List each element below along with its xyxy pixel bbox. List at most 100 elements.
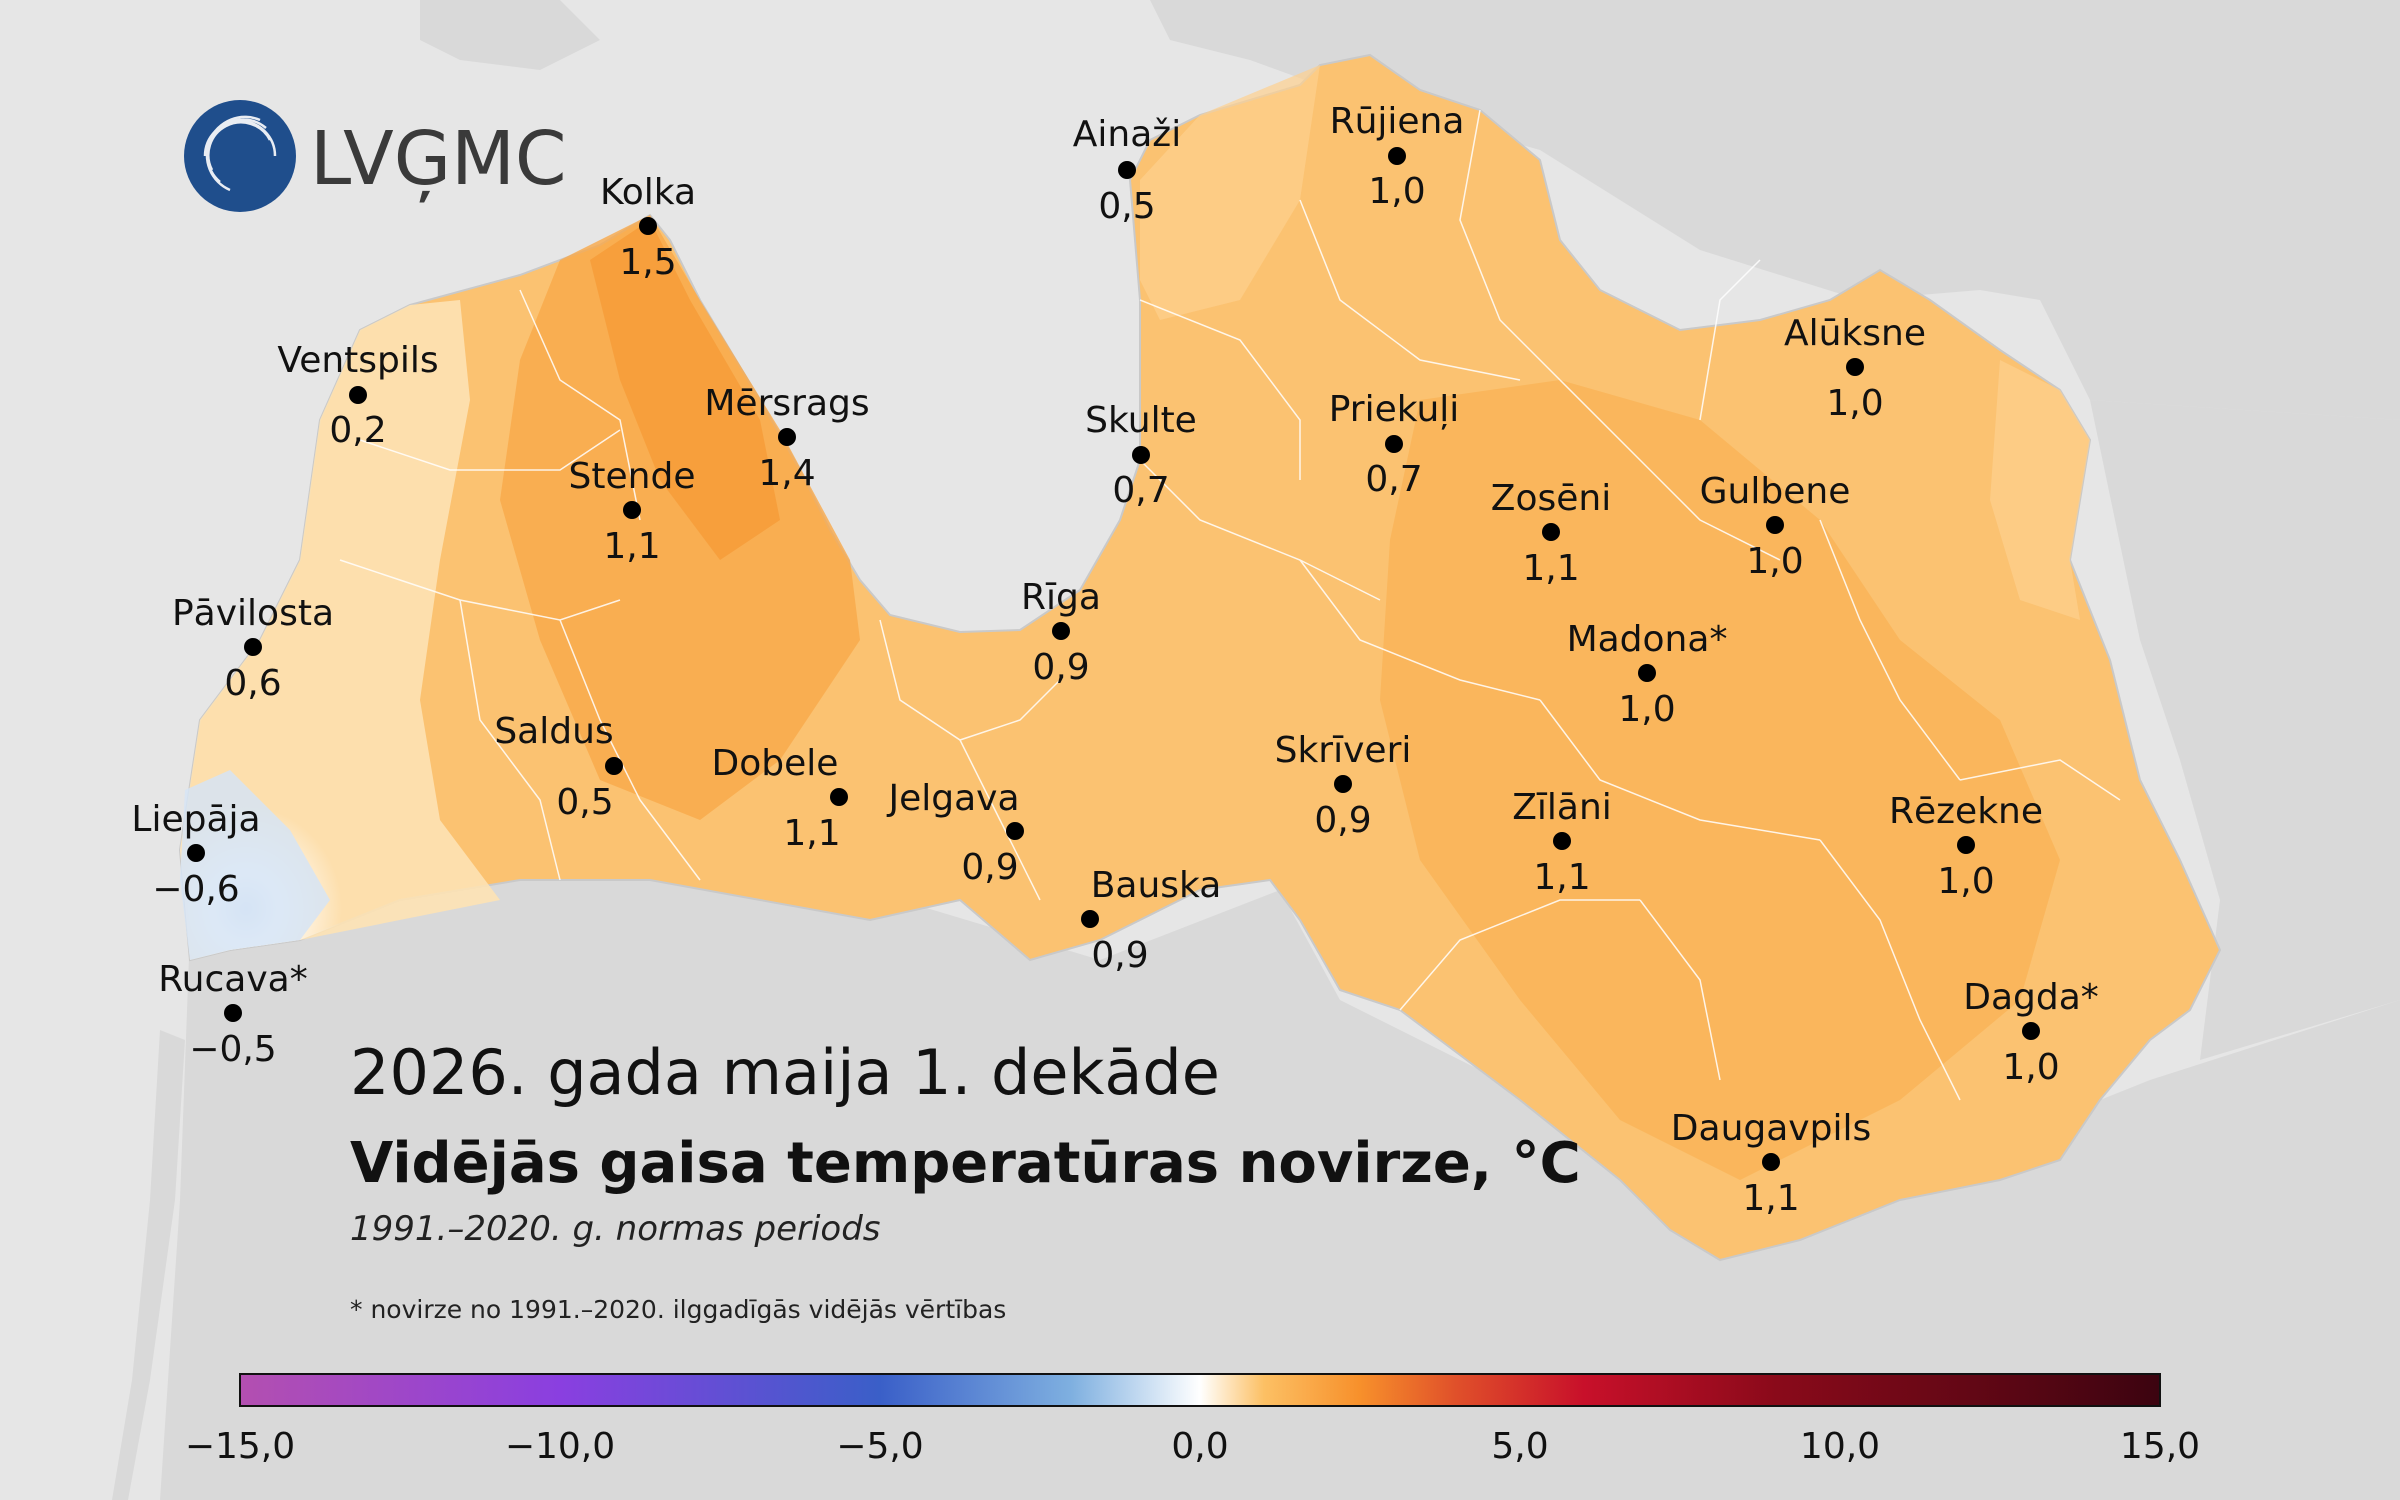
colorbar: −15,0 −10,0 −5,0 0,0 5,0 10,0 15,0 <box>185 1373 2200 1467</box>
station-mersrags: Mērsrags 1,4 <box>704 383 869 494</box>
station-pavilosta: Pāvilosta 0,6 <box>172 593 334 704</box>
station-marker <box>639 217 657 235</box>
station-marker <box>244 638 262 656</box>
station-value: 0,9 <box>961 847 1018 888</box>
station-marker <box>1553 832 1571 850</box>
russia-land <box>2090 400 2400 1060</box>
station-value: 1,0 <box>1826 383 1883 424</box>
negative-anomaly-liepaja <box>180 770 330 960</box>
station-marker <box>623 501 641 519</box>
station-value: 0,2 <box>329 410 386 451</box>
station-daugavpils: Daugavpils 1,1 <box>1671 1108 1871 1219</box>
station-value: 0,6 <box>224 663 281 704</box>
station-marker <box>1385 435 1403 453</box>
station-name: Zīlāni <box>1512 787 1612 828</box>
station-marker <box>1388 147 1406 165</box>
footnote: * novirze no 1991.–2020. ilggadīgās vidē… <box>350 1295 1006 1324</box>
station-ainazi: Ainaži 0,5 <box>1073 114 1181 227</box>
station-madona: Madona* 1,0 <box>1567 619 1728 730</box>
station-marker <box>1052 622 1070 640</box>
station-value: 0,7 <box>1365 459 1422 500</box>
station-marker <box>1542 523 1560 541</box>
colorbar-tick-label: 15,0 <box>2120 1426 2200 1467</box>
cool-vidzeme-coast <box>1140 65 1320 320</box>
station-gulbene: Gulbene 1,0 <box>1700 471 1851 582</box>
station-rucava: Rucava* −0,5 <box>158 959 307 1070</box>
warm-anomaly-east <box>1380 380 2060 1180</box>
logo-text: LVĢMC <box>310 116 567 203</box>
station-liepaja: Liepāja −0,6 <box>131 799 260 910</box>
logo-globe-icon <box>184 100 296 212</box>
station-marker <box>1762 1153 1780 1171</box>
station-value: 0,5 <box>556 782 613 823</box>
station-name: Rēzekne <box>1889 791 2043 832</box>
station-value: 1,0 <box>1937 861 1994 902</box>
station-value: 1,5 <box>619 242 676 283</box>
station-dobele: Dobele 1,1 <box>712 743 848 854</box>
colorbar-tick-label: −15,0 <box>185 1426 295 1467</box>
station-name: Priekuļi <box>1329 389 1460 430</box>
station-priekuli: Priekuļi 0,7 <box>1329 389 1460 500</box>
colorbar-gradient <box>239 1373 2161 1407</box>
station-marker <box>778 428 796 446</box>
station-value: −0,5 <box>189 1029 276 1070</box>
station-name: Skulte <box>1085 400 1197 441</box>
station-marker <box>187 844 205 862</box>
station-name: Zosēni <box>1491 478 1611 519</box>
station-name: Daugavpils <box>1671 1108 1871 1149</box>
station-name: Jelgava <box>886 778 1019 819</box>
colorbar-tick-label: 0,0 <box>1171 1426 1228 1467</box>
cool-northeast-edge <box>1990 360 2090 620</box>
colorbar-tick-label: 10,0 <box>1800 1426 1880 1467</box>
station-value: 1,1 <box>783 813 840 854</box>
station-name: Dobele <box>712 743 839 784</box>
station-marker <box>1766 516 1784 534</box>
station-value: 1,0 <box>1746 541 1803 582</box>
station-name: Gulbene <box>1700 471 1851 512</box>
station-name: Saldus <box>494 711 613 752</box>
station-marker <box>1118 161 1136 179</box>
station-ventspils: Ventspils 0,2 <box>277 340 438 451</box>
curonian-spit <box>112 1030 185 1500</box>
station-value: 0,9 <box>1032 647 1089 688</box>
station-riga: Rīga 0,9 <box>1021 577 1101 688</box>
station-name: Madona* <box>1567 619 1728 660</box>
station-marker <box>830 788 848 806</box>
station-value: 0,7 <box>1112 470 1169 511</box>
map-subtitle-norm: 1991.–2020. g. normas periods <box>350 1209 881 1249</box>
colorbar-tick-label: 5,0 <box>1491 1426 1548 1467</box>
station-skriveri: Skrīveri 0,9 <box>1275 730 1412 841</box>
station-name: Rūjiena <box>1330 101 1465 142</box>
colorbar-tick-label: −10,0 <box>505 1426 615 1467</box>
station-dagda: Dagda* 1,0 <box>1963 977 2099 1088</box>
station-value: 1,1 <box>1533 857 1590 898</box>
lithuania-belarus-land <box>160 880 2400 1500</box>
weather-stations: Ainaži 0,5 Rūjiena 1,0 Kolka 1,5 Ventspils 0,2 M… <box>131 101 2098 1219</box>
station-name: Stende <box>569 456 696 497</box>
station-aluksne: Alūksne 1,0 <box>1784 313 1926 424</box>
station-marker <box>1957 836 1975 854</box>
warm-anomaly-kurzeme <box>500 215 860 820</box>
station-rujiena: Rūjiena 1,0 <box>1330 101 1465 212</box>
station-name: Alūksne <box>1784 313 1926 354</box>
station-name: Bauska <box>1091 865 1222 906</box>
colorbar-ticks: −15,0 −10,0 −5,0 0,0 5,0 10,0 15,0 <box>185 1426 2200 1467</box>
map-title-main: Vidējās gaisa temperatūras novirze, °C <box>350 1131 1581 1196</box>
station-marker <box>1081 910 1099 928</box>
station-marker <box>2022 1022 2040 1040</box>
station-name: Dagda* <box>1963 977 2099 1018</box>
station-name: Rīga <box>1021 577 1101 618</box>
station-name: Mērsrags <box>704 383 869 424</box>
district-borders <box>339 109 2121 1101</box>
station-name: Kolka <box>600 172 696 213</box>
station-kolka: Kolka 1,5 <box>600 172 696 283</box>
station-name: Skrīveri <box>1275 730 1412 771</box>
colorbar-tick-label: −5,0 <box>836 1426 923 1467</box>
station-name: Pāvilosta <box>172 593 334 634</box>
station-value: 1,1 <box>1522 548 1579 589</box>
station-value: 1,0 <box>1618 689 1675 730</box>
station-name: Liepāja <box>131 799 260 840</box>
station-bauska: Bauska 0,9 <box>1081 865 1221 976</box>
station-marker <box>224 1004 242 1022</box>
